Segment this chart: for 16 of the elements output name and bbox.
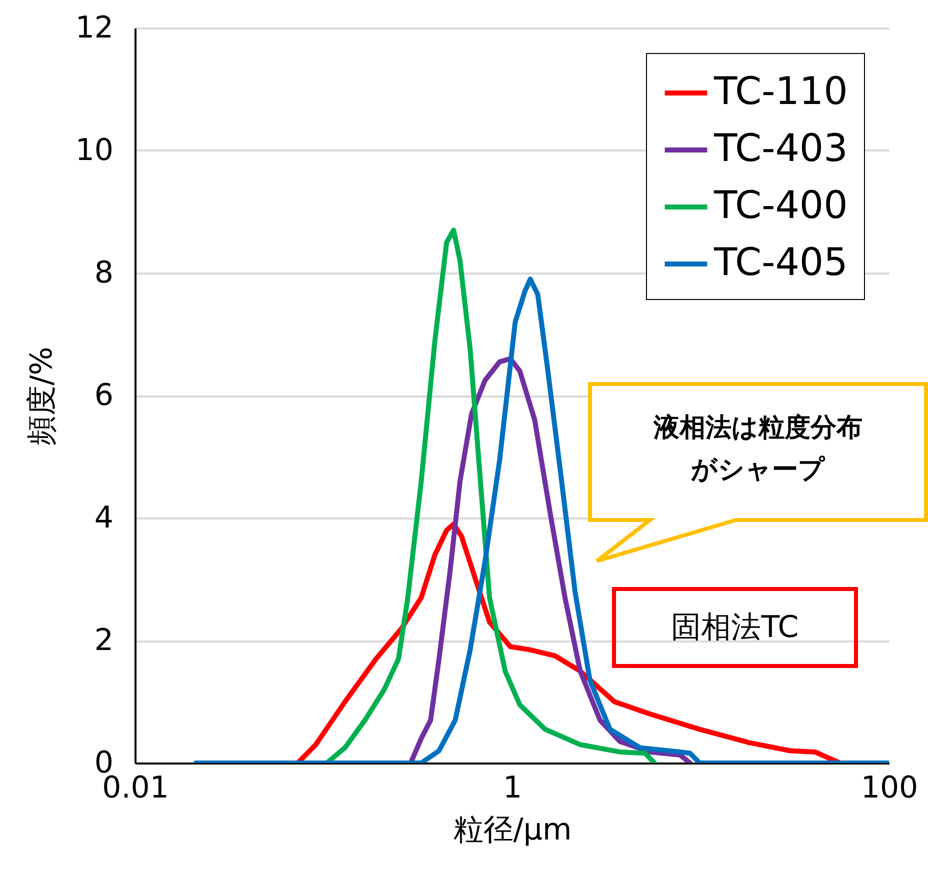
legend-label: TC-110 bbox=[713, 69, 848, 113]
y-tick-label: 10 bbox=[75, 133, 114, 168]
y-tick-label: 8 bbox=[94, 256, 114, 290]
annotation: 液相法は粒度分布がシャープ bbox=[652, 412, 864, 487]
text-box: 固相法TC bbox=[612, 587, 858, 668]
y-tick-label: 2 bbox=[94, 623, 114, 658]
legend-label: TC-403 bbox=[713, 126, 848, 170]
x-axis-title: 粒径/μm bbox=[453, 812, 572, 848]
x-tick-label: 1 bbox=[502, 770, 522, 806]
y-tick-label: 4 bbox=[94, 500, 114, 536]
y-axis-title: 頻度/% bbox=[24, 346, 60, 446]
x-tick-label: 100 bbox=[860, 770, 918, 806]
y-tick-label: 6 bbox=[94, 378, 114, 413]
legend-label: TC-400 bbox=[713, 183, 848, 227]
y-tick-label: 12 bbox=[75, 10, 114, 46]
legend-label: TC-405 bbox=[713, 240, 848, 284]
